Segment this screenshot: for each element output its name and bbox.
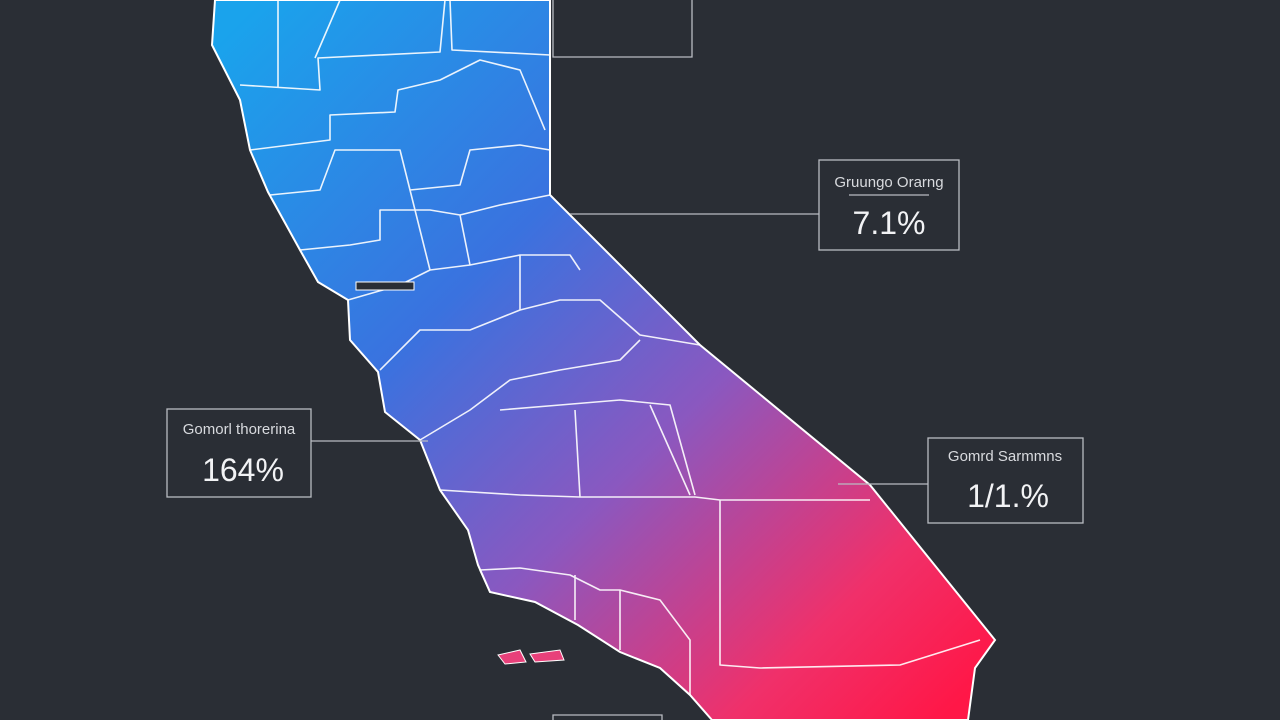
callout-box	[927, 437, 1084, 524]
bay-inlet	[355, 281, 415, 291]
callout: Gomorl thorerina 164%	[166, 408, 428, 498]
callout: Gruungo Orarng 7.1%	[570, 159, 960, 251]
callout-box	[552, 0, 693, 58]
callout: Gomrd Sarmmns 1/1.%	[838, 437, 1084, 524]
callout-box	[552, 714, 663, 720]
callout-value: 7.1%	[853, 205, 926, 241]
callout-label: Gomrd Sarmmns	[948, 448, 1062, 465]
callout-value: 1/1.%	[967, 478, 1049, 514]
california-map	[210, 0, 997, 720]
county-lines	[239, 0, 981, 695]
callout-box	[166, 408, 312, 498]
callout-label: Gruungo Orarng	[834, 174, 943, 191]
callout-box	[818, 159, 960, 251]
callout-top	[552, 0, 693, 58]
islands	[497, 649, 565, 665]
callout-label: Gomorl thorerina	[183, 421, 296, 438]
callout-bottom	[552, 714, 663, 720]
callout-value: 164%	[202, 452, 284, 488]
